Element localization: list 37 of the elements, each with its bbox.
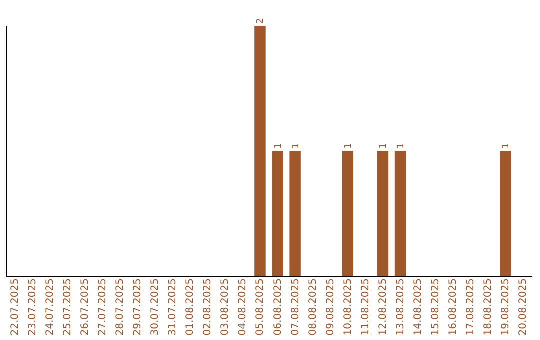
x-tick-label: 05.08.2025: [255, 278, 266, 336]
data-label: 1: [396, 143, 406, 149]
data-label: 2: [256, 18, 266, 24]
data-label: 1: [291, 143, 302, 149]
x-tick-label: 10.08.2025: [342, 278, 354, 336]
x-tick-label: 13.08.2025: [396, 278, 406, 336]
x-tick-label: 29.07.2025: [132, 278, 144, 336]
x-tick-label: 08.08.2025: [308, 278, 319, 336]
x-tick-label: 24.07.2025: [44, 278, 56, 336]
x-tick-label: 03.08.2025: [220, 278, 232, 336]
x-tick-label: 06.08.2025: [272, 278, 284, 336]
x-tick-label: 12.08.2025: [378, 278, 389, 336]
data-label: 1: [378, 143, 389, 149]
data-label: 1: [502, 143, 512, 149]
x-tick-label: 25.07.2025: [62, 278, 74, 336]
x-tick-label: 18.08.2025: [483, 278, 494, 336]
x-tick-label: 20.08.2025: [518, 278, 530, 336]
x-tick-label: 28.07.2025: [114, 278, 126, 336]
data-label: 1: [274, 143, 284, 149]
x-tick-label: 27.07.2025: [97, 278, 108, 336]
x-tick-label: 09.08.2025: [325, 278, 336, 336]
x-tick-label: 11.08.2025: [360, 278, 372, 336]
x-tick-label: 14.08.2025: [413, 278, 424, 336]
x-tick-label: 17.08.2025: [466, 278, 477, 336]
data-label: 1: [344, 143, 354, 149]
x-tick-label: 15.08.2025: [430, 278, 442, 336]
x-tick-label: 04.08.2025: [238, 278, 249, 336]
x-tick-label: 30.07.2025: [150, 278, 162, 336]
x-tick-label: 16.08.2025: [448, 278, 460, 336]
x-tick-label: 01.08.2025: [185, 278, 196, 336]
x-tick-label: 22.07.2025: [10, 278, 21, 336]
x-tick-label: 23.07.2025: [27, 278, 38, 336]
x-tick-label: 31.07.2025: [168, 278, 179, 336]
x-tick-label: 19.08.2025: [500, 278, 512, 336]
x-tick-label: 26.07.2025: [80, 278, 91, 336]
x-tick-label: 07.08.2025: [290, 278, 302, 336]
x-tick-label: 02.08.2025: [202, 278, 214, 336]
